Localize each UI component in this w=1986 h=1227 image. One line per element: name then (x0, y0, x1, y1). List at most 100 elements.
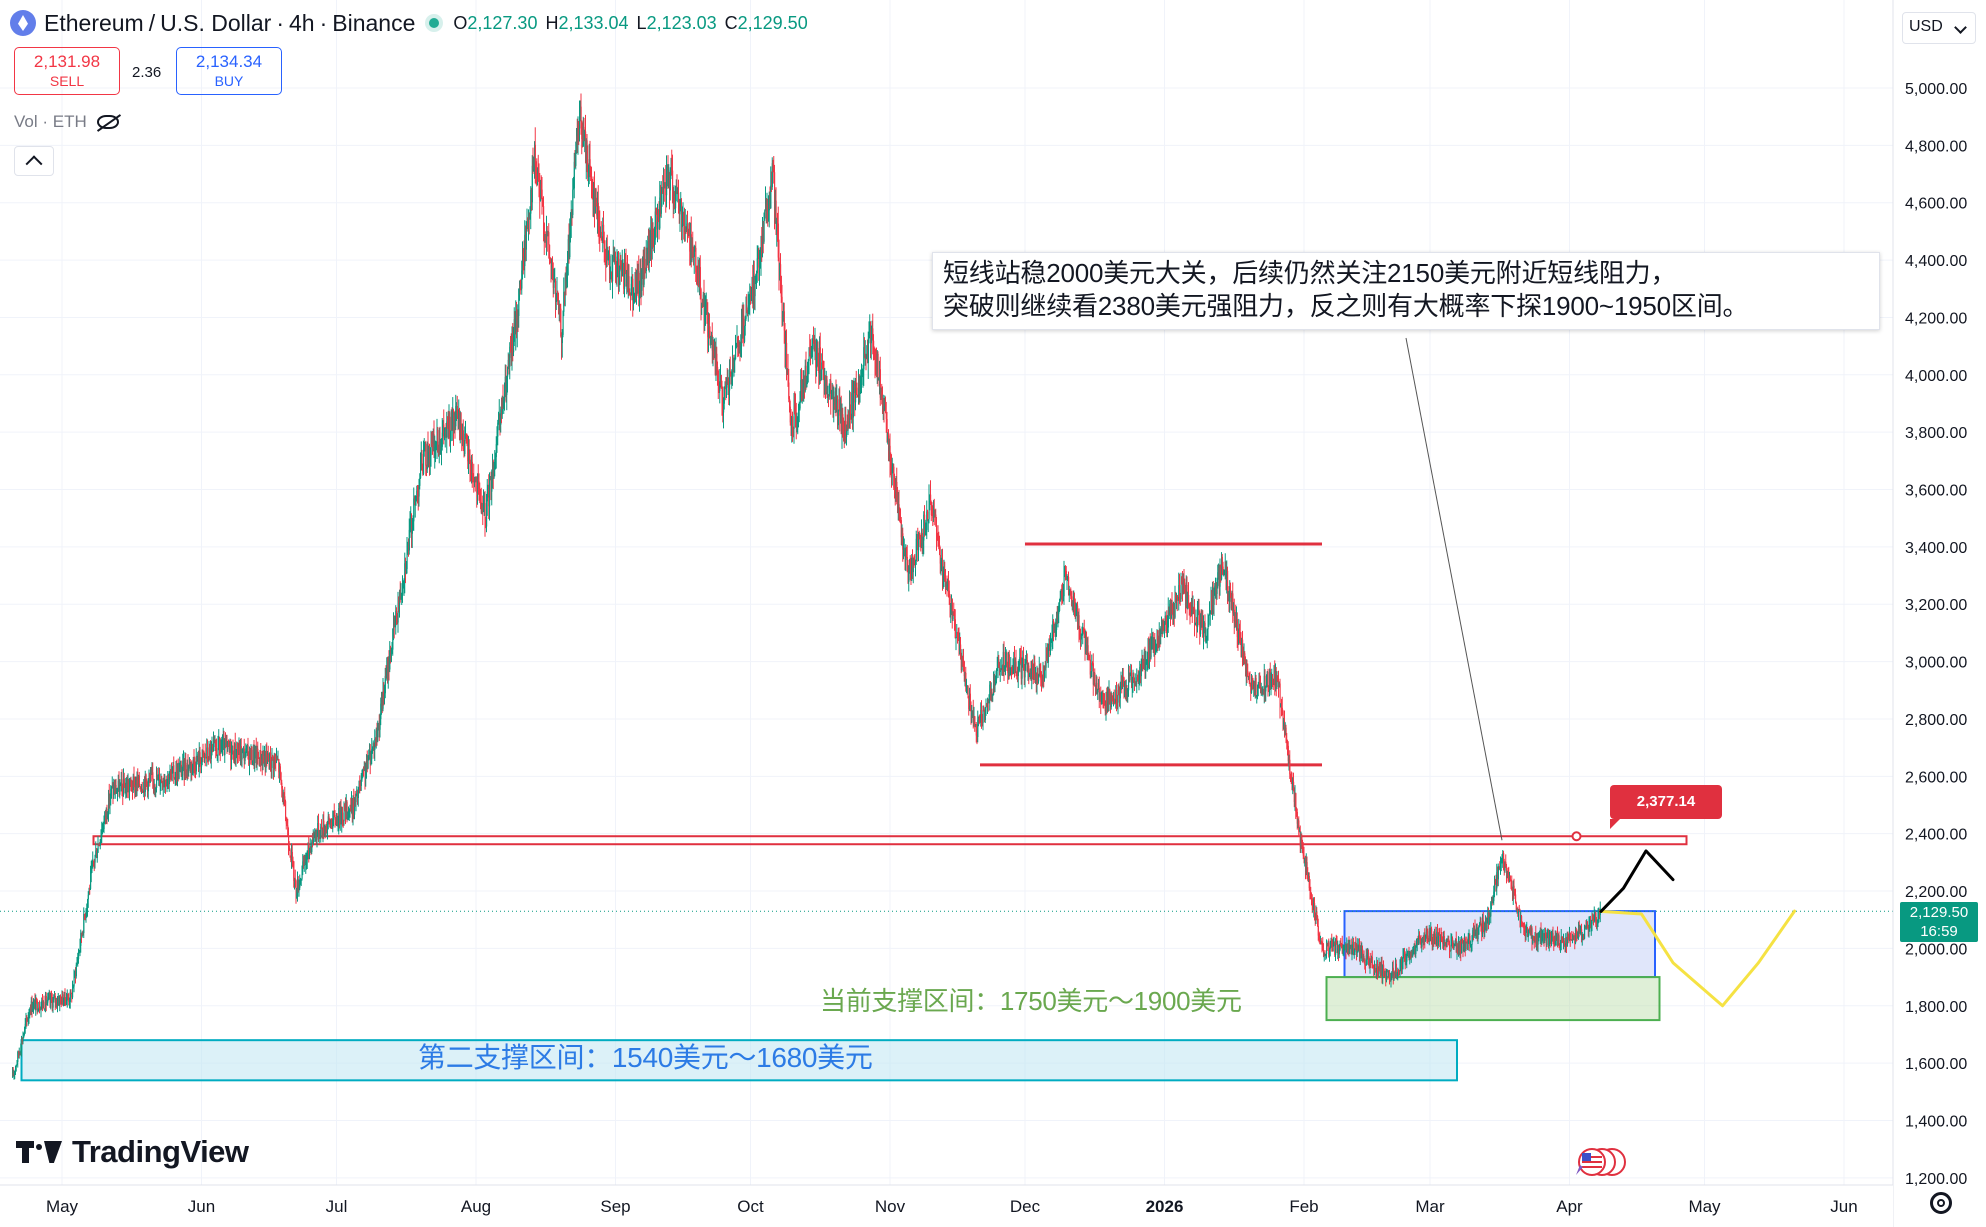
current-support-label[interactable]: 当前支撑区间：1750美元～1900美元 (820, 986, 1242, 1016)
candle-body (886, 418, 888, 440)
buy-button[interactable]: 2,134.34 BUY (176, 47, 282, 95)
candle-body (1566, 932, 1568, 946)
candle-body (528, 217, 530, 219)
candle-body (823, 367, 825, 386)
candle-body (131, 783, 133, 790)
candle-body (1565, 937, 1567, 945)
candle-body (793, 406, 795, 429)
candle-body (1043, 667, 1045, 678)
candle-body (935, 514, 937, 526)
resistance-price-callout[interactable]: 2,377.14 (1610, 785, 1722, 829)
candle-body (1552, 933, 1554, 938)
candle-body (1137, 680, 1139, 683)
candle-body (794, 406, 796, 408)
candle-body (515, 310, 517, 335)
y-tick-label: 1,400.00 (1905, 1113, 1967, 1130)
candle-body (957, 631, 959, 636)
current-price-value: 2,129.50 (1909, 904, 1969, 921)
candle-body (1244, 653, 1246, 661)
candle-body (1068, 576, 1070, 595)
candle-body (103, 819, 105, 830)
candle-body (1161, 624, 1163, 634)
candle-body (307, 845, 309, 851)
economic-events-flag-icon[interactable] (1574, 1147, 1628, 1177)
candle-body (399, 590, 401, 599)
candle-body (1139, 666, 1141, 674)
candle-body (682, 216, 684, 224)
candle-body (19, 1052, 21, 1054)
candle-body (871, 328, 873, 338)
candle-body (518, 288, 520, 317)
candle-body (1124, 681, 1126, 697)
candle-body (183, 758, 185, 776)
candle-body (1224, 561, 1226, 572)
candle-body (491, 480, 493, 492)
candle-body (381, 695, 383, 704)
candle-body (1220, 569, 1222, 580)
candle-body (1092, 663, 1094, 685)
candle-body (456, 406, 458, 408)
symbol-name[interactable]: Ethereum (44, 9, 144, 36)
settings-gear-icon[interactable] (1930, 1192, 1952, 1214)
candle-body (852, 393, 854, 418)
candle-body (250, 746, 252, 760)
candle-body (1483, 927, 1485, 932)
candle-body (653, 236, 655, 244)
candle-body (368, 755, 370, 758)
x-tick-label: Jun (1830, 1197, 1857, 1216)
candle-body (382, 689, 384, 709)
candle-body (880, 392, 882, 398)
candle-body (1078, 615, 1080, 632)
candle-body (264, 755, 266, 763)
candle-body (1335, 941, 1337, 955)
candle-body (934, 514, 936, 516)
candle-body (351, 798, 353, 816)
candle-body (613, 255, 615, 260)
candle-body (694, 247, 696, 250)
second-support-label[interactable]: 第二支撑区间：1540美元～1680美元 (418, 1042, 873, 1073)
interval[interactable]: 4h (288, 9, 315, 36)
candle-body (759, 258, 761, 264)
candle-body (13, 1073, 15, 1076)
candle-body (291, 852, 293, 861)
candle-body (15, 1066, 17, 1072)
collapse-legend-button[interactable] (14, 146, 54, 176)
candle-body (359, 784, 361, 786)
candle-body (1175, 594, 1177, 599)
candle-body (1503, 865, 1505, 871)
candle-body (1230, 596, 1232, 609)
candle-body (633, 298, 635, 300)
candle-body (397, 604, 399, 623)
candle-body (435, 445, 437, 447)
symbol-header[interactable]: Ethereum / U.S. Dollar · 4h · Binance O2… (10, 8, 816, 38)
candle-body (1536, 934, 1538, 945)
candle-body (1188, 606, 1190, 608)
candle-body (455, 406, 457, 427)
candle-body (619, 261, 621, 272)
candle-body (16, 1061, 18, 1066)
candle-body (514, 319, 516, 335)
candle-body (658, 217, 660, 229)
candle-body (1294, 793, 1296, 803)
candle-body (684, 227, 686, 232)
hide-eye-icon[interactable] (96, 115, 119, 129)
volume-legend[interactable]: Vol · ETH (14, 112, 119, 132)
candle-body (562, 311, 564, 335)
candle-body (343, 806, 345, 822)
candle-body (783, 311, 785, 331)
candle-body (422, 469, 424, 474)
candle-body (1464, 938, 1466, 950)
candle-body (1140, 666, 1142, 677)
analysis-note[interactable]: 短线站稳2000美元大关，后续仍然关注2150美元附近短线阻力， 突破则继续看2… (932, 252, 1880, 330)
candle-body (627, 272, 629, 287)
tradingview-logo[interactable]: TradingView (16, 1134, 249, 1170)
sell-button[interactable]: 2,131.98 SELL (14, 47, 120, 95)
candle-body (486, 492, 488, 502)
candle-body (1351, 949, 1353, 954)
candle-body (464, 433, 466, 454)
candle-body (423, 444, 425, 451)
currency-selector[interactable]: USD (1902, 12, 1976, 44)
candle-body (1353, 952, 1355, 955)
candle-body (811, 349, 813, 351)
